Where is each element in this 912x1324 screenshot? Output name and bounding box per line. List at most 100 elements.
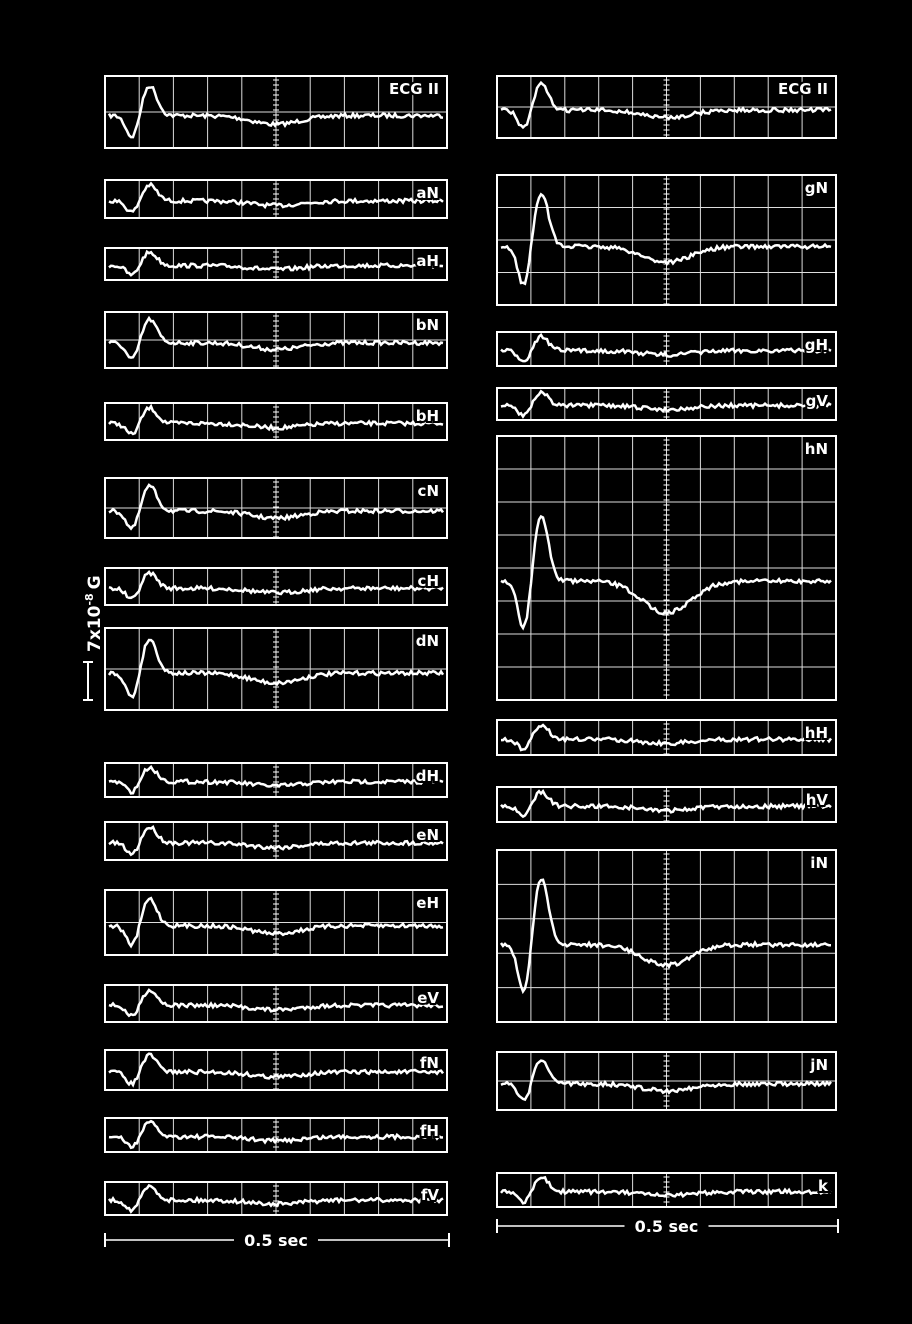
panel: bN [104, 311, 448, 369]
panel-frame [104, 311, 448, 369]
panel-label: bH [416, 407, 439, 425]
panel-label: jN [809, 1056, 828, 1074]
panel: ECG II [104, 75, 448, 149]
panel-frame [104, 1181, 448, 1216]
panel: aN [104, 179, 448, 219]
trace [500, 1175, 832, 1205]
trace [500, 514, 832, 631]
amplitude-exponent: -8 [83, 593, 96, 605]
panel-label: dN [416, 632, 439, 650]
panel-frame [496, 1051, 837, 1111]
panel-frame [104, 477, 448, 539]
panel: gV [496, 387, 837, 421]
panel-label: eH [416, 894, 439, 912]
panel: hV [496, 786, 837, 823]
panel-label: fV [421, 1186, 440, 1204]
panel: ECG II [496, 75, 837, 139]
trace [501, 723, 833, 752]
panel-label: bN [416, 316, 439, 334]
panel-frame [104, 179, 448, 219]
trace [107, 1183, 444, 1214]
panel: jN [496, 1051, 837, 1111]
panel-frame [496, 719, 837, 756]
panel-label: fN [420, 1054, 439, 1072]
trace [108, 896, 444, 949]
time-scale-label: 0.5 sec [244, 1231, 308, 1250]
panel: dH [104, 762, 448, 798]
panel-frame [104, 247, 448, 281]
panel-frame [104, 402, 448, 441]
trace [500, 788, 832, 819]
panel: eN [104, 821, 448, 861]
panel-label: hN [805, 440, 828, 458]
amplitude-base: 7x10 [85, 605, 105, 652]
trace [107, 85, 444, 139]
panel-frame [496, 786, 837, 823]
panel-label: hV [806, 791, 829, 809]
trace [108, 825, 444, 857]
panel: dN [104, 627, 448, 711]
panel: fH [104, 1117, 448, 1153]
panel-frame [104, 762, 448, 798]
panel-label: dH [416, 767, 439, 785]
panel-frame [104, 821, 448, 861]
trace [500, 332, 832, 363]
trace [108, 1119, 444, 1150]
panel-label: eV [417, 989, 439, 1007]
trace [108, 570, 444, 600]
panel-frame [104, 1049, 448, 1091]
panel-label: gN [805, 179, 828, 197]
panel-label: ECG II [389, 80, 439, 98]
panel-frame [496, 331, 837, 367]
panel-frame [104, 1117, 448, 1153]
trace [107, 638, 445, 699]
panel-label: hH [805, 724, 828, 742]
amplitude-label: 7x10-8 G [83, 575, 105, 652]
panel: eV [104, 984, 448, 1023]
amplitude-unit: G [85, 575, 105, 589]
panel-label: ECG II [778, 80, 828, 98]
trace [108, 403, 444, 436]
panel: gH [496, 331, 837, 367]
panel: hH [496, 719, 837, 756]
panel-frame [496, 75, 837, 139]
panel-frame [104, 567, 448, 606]
trace [108, 764, 444, 795]
panel-label: cH [418, 572, 439, 590]
panel-frame [104, 984, 448, 1023]
panel-frame [496, 1172, 837, 1208]
panel-label: gV [806, 392, 829, 410]
panel-frame [104, 889, 448, 956]
panel: fN [104, 1049, 448, 1091]
trace [108, 249, 444, 277]
trace [108, 988, 444, 1018]
panel: eH [104, 889, 448, 956]
panel: aH [104, 247, 448, 281]
trace [500, 80, 832, 130]
trace [108, 181, 444, 213]
panel-label: aH [416, 252, 439, 270]
panel-label: fH [420, 1122, 439, 1140]
panel: bH [104, 402, 448, 441]
panel-frame [496, 435, 837, 701]
panel: cN [104, 477, 448, 539]
trace [499, 878, 831, 995]
trace [500, 389, 832, 419]
trace [108, 1052, 445, 1088]
panel-label: aN [416, 184, 439, 202]
panel-frame [496, 849, 837, 1023]
panel: gN [496, 174, 837, 306]
panel-label: eN [416, 826, 439, 844]
panel: k [496, 1172, 837, 1208]
panel: iN [496, 849, 837, 1023]
panel-label: k [818, 1177, 829, 1195]
trace [500, 1059, 832, 1102]
panel-label: cN [418, 482, 439, 500]
time-scale-label: 0.5 sec [635, 1217, 699, 1236]
panel-frame [496, 174, 837, 306]
panel-label: iN [810, 854, 828, 872]
trace [108, 483, 445, 531]
